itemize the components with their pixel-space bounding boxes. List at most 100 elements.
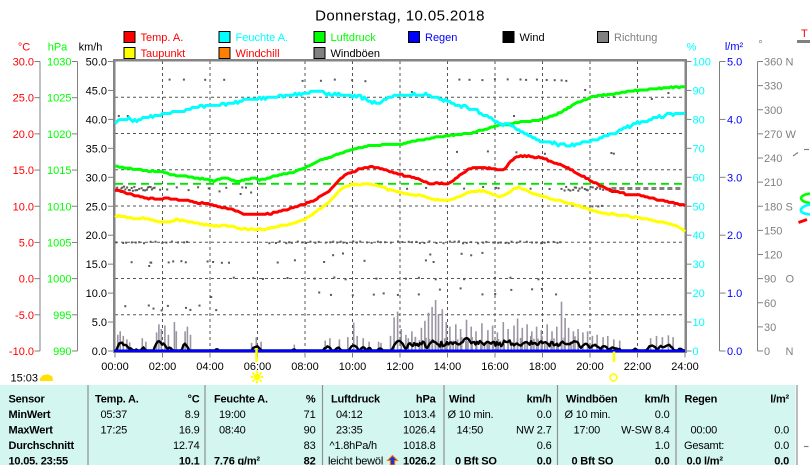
svg-text:4.0: 4.0 (727, 114, 742, 126)
svg-text:0.0: 0.0 (537, 456, 552, 465)
svg-text:1026.4: 1026.4 (403, 425, 436, 437)
svg-text:10.0: 10.0 (13, 201, 34, 213)
svg-text:0.0: 0.0 (92, 346, 107, 358)
svg-text:30.0: 30.0 (13, 57, 34, 69)
svg-text:°: ° (758, 39, 762, 51)
svg-text:04:12: 04:12 (336, 409, 363, 421)
svg-text:23:35: 23:35 (336, 425, 363, 437)
svg-text:Windchill: Windchill (236, 48, 280, 60)
svg-text:l/m²: l/m² (725, 41, 744, 53)
svg-text:1026.2: 1026.2 (403, 456, 436, 465)
svg-text:Wind: Wind (520, 32, 545, 44)
svg-text:3.0: 3.0 (727, 172, 742, 184)
svg-text:km/h: km/h (527, 393, 552, 405)
svg-text:71: 71 (304, 409, 316, 421)
svg-text:995: 995 (53, 310, 71, 322)
svg-text:1013.4: 1013.4 (403, 409, 436, 421)
svg-text:W: W (786, 129, 797, 141)
svg-text:17:25: 17:25 (101, 425, 128, 437)
svg-text:25.0: 25.0 (86, 201, 107, 213)
svg-text:km/h: km/h (79, 42, 103, 54)
svg-text:S: S (786, 201, 793, 213)
svg-text:17:00: 17:00 (574, 425, 601, 437)
svg-text:W-SW 8.4: W-SW 8.4 (621, 425, 669, 437)
svg-text:100: 100 (693, 57, 711, 69)
svg-text:30: 30 (693, 259, 705, 271)
svg-text:Regen: Regen (685, 393, 718, 405)
svg-text:Richtung: Richtung (614, 32, 657, 44)
svg-text:20: 20 (693, 288, 705, 300)
svg-text:00:00: 00:00 (101, 361, 129, 373)
svg-text:0.0 l/m²: 0.0 l/m² (687, 456, 724, 465)
svg-text:270: 270 (764, 129, 782, 141)
svg-text:0.0: 0.0 (774, 456, 789, 465)
svg-text:N: N (786, 346, 794, 358)
svg-text:°C: °C (188, 393, 200, 405)
svg-text:300: 300 (764, 105, 782, 117)
svg-text:50.0: 50.0 (86, 57, 107, 69)
svg-text:5.0: 5.0 (727, 57, 742, 69)
svg-text:MinWert: MinWert (9, 409, 51, 421)
svg-text:210: 210 (764, 177, 782, 189)
svg-text:1000: 1000 (47, 274, 71, 286)
svg-text:25.0: 25.0 (13, 93, 34, 105)
svg-text:16:00: 16:00 (481, 361, 509, 373)
svg-text:1025: 1025 (47, 93, 71, 105)
svg-text:60: 60 (764, 298, 776, 310)
svg-text:1.0: 1.0 (727, 288, 742, 300)
svg-text:90: 90 (693, 85, 705, 97)
svg-text:19:00: 19:00 (219, 409, 246, 421)
svg-text:10.05. 23:55: 10.05. 23:55 (9, 456, 68, 465)
svg-text:18:00: 18:00 (529, 361, 557, 373)
svg-text:22:00: 22:00 (624, 361, 652, 373)
svg-text:12.74: 12.74 (173, 440, 200, 452)
svg-text:Luftdruck: Luftdruck (331, 393, 381, 405)
svg-text:990: 990 (53, 346, 71, 358)
svg-text:83: 83 (304, 440, 316, 452)
svg-text:km/h: km/h (645, 393, 670, 405)
svg-text:180: 180 (764, 201, 782, 213)
svg-text:16.9: 16.9 (179, 425, 200, 437)
svg-text:0: 0 (693, 346, 699, 358)
svg-text:Taupunkt: Taupunkt (141, 48, 186, 60)
svg-text:0.0: 0.0 (774, 425, 789, 437)
svg-text:14:50: 14:50 (457, 425, 484, 437)
svg-text:Temp. A.: Temp. A. (141, 32, 184, 44)
svg-text:05:37: 05:37 (101, 409, 128, 421)
svg-text:08:00: 08:00 (291, 361, 319, 373)
svg-text:06:00: 06:00 (244, 361, 272, 373)
svg-text:00:00: 00:00 (691, 425, 718, 437)
svg-text:45.0: 45.0 (86, 85, 107, 97)
svg-text:50: 50 (693, 201, 705, 213)
svg-text:Windböen: Windböen (566, 393, 618, 405)
svg-text:240: 240 (764, 153, 782, 165)
svg-text:90: 90 (764, 274, 776, 286)
svg-text:1030: 1030 (47, 57, 71, 69)
svg-text:-10.0: -10.0 (9, 346, 34, 358)
svg-text:10: 10 (693, 317, 705, 329)
svg-text:1010: 1010 (47, 201, 71, 213)
svg-text:1015: 1015 (47, 165, 71, 177)
svg-text:150: 150 (764, 225, 782, 237)
svg-text:Gesamt:: Gesamt: (684, 440, 724, 452)
svg-text:l/m²: l/m² (770, 393, 789, 405)
svg-text:70: 70 (693, 143, 705, 155)
svg-text:°C: °C (18, 42, 30, 54)
svg-text:^1.8hPa/h: ^1.8hPa/h (330, 440, 377, 452)
svg-text:30.0: 30.0 (86, 172, 107, 184)
svg-text:40.0: 40.0 (86, 114, 107, 126)
svg-text:NW 2.7: NW 2.7 (516, 425, 552, 437)
svg-text:T: T (801, 28, 808, 40)
svg-text:15:03: 15:03 (11, 373, 39, 385)
svg-text:O: O (786, 274, 795, 286)
svg-text:08:40: 08:40 (219, 425, 246, 437)
svg-text:0: 0 (764, 346, 770, 358)
svg-text:Luftdruck: Luftdruck (331, 32, 377, 44)
svg-text:7.76 g/m²: 7.76 g/m² (214, 456, 260, 465)
svg-text:10:00: 10:00 (339, 361, 367, 373)
svg-text:120: 120 (764, 250, 782, 262)
svg-text:0.0: 0.0 (727, 346, 742, 358)
svg-text:Wind: Wind (449, 393, 475, 405)
svg-text:10.1: 10.1 (179, 456, 200, 465)
svg-text:%: % (306, 393, 316, 405)
